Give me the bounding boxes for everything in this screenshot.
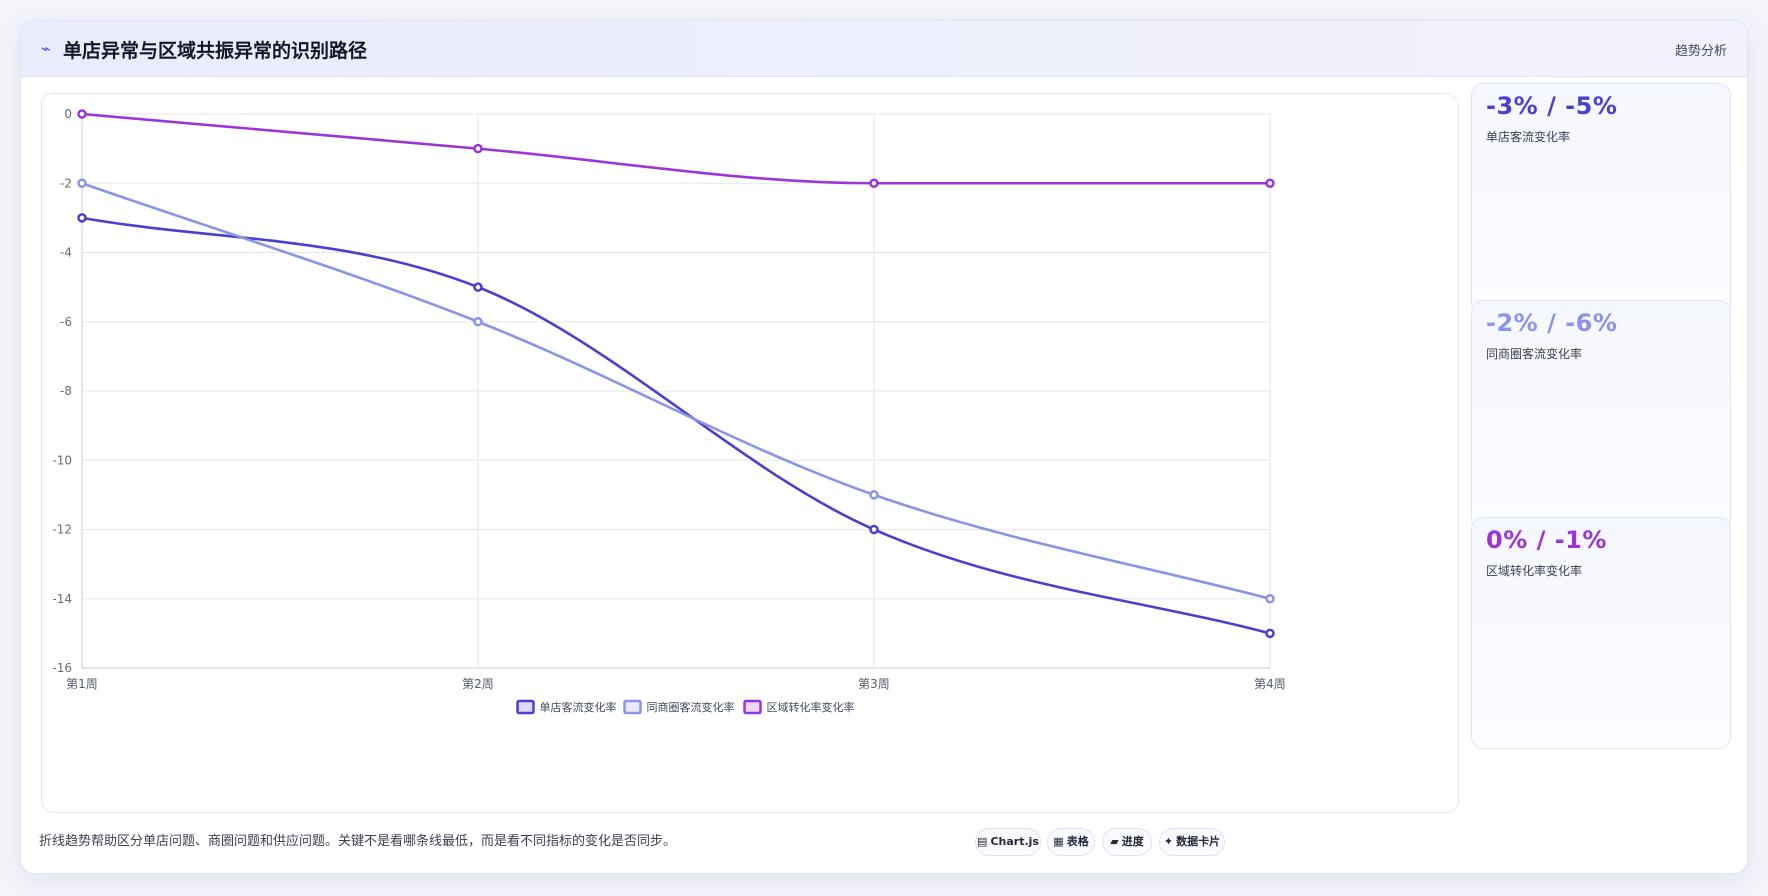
pill-table[interactable]: ▦ 表格: [1047, 828, 1095, 856]
table-icon: ▦: [1053, 835, 1064, 848]
stat-card-region-conversion: 0% / -1% 区域转化率变化率: [1471, 517, 1731, 749]
line-chart: 0 -2 -4 -6 -8 -10 -12 -14 -16 第1周 第2周 第3周 第4周单店客流变化率…: [52, 107, 1286, 715]
data-point-series-1: [1265, 628, 1275, 639]
stat-label: 同商圈客流变化率: [1486, 347, 1583, 361]
legend-label: 区域转化率变化率: [767, 700, 855, 714]
x-tick-label: 第4周: [1254, 677, 1286, 691]
data-point-series-2: [473, 317, 483, 327]
stat-value: -3% / -5%: [1486, 92, 1618, 120]
stat-value: -2% / -6%: [1486, 309, 1618, 337]
series-line-2: [80, 181, 1272, 601]
legend-label: 单店客流变化率: [540, 700, 617, 714]
pill-label: Chart.js: [990, 835, 1039, 848]
stat-value: 0% / -1%: [1486, 526, 1607, 554]
data-point-series-3: [77, 109, 87, 119]
data-point-series-2: [869, 490, 879, 500]
y-tick-label: -10: [52, 453, 72, 467]
legend-swatch: [743, 699, 762, 715]
pill-chartjs[interactable]: ▤ Chart.js: [975, 828, 1041, 856]
sparkle-icon: ✦: [1163, 835, 1174, 848]
legend-label: 同商圈客流变化率: [647, 700, 735, 714]
y-tick-label: -4: [60, 246, 72, 260]
stat-card-trade-area: -2% / -6% 同商圈客流变化率: [1471, 300, 1731, 532]
progress-icon: ▰: [1110, 835, 1119, 848]
card-header: ⌁ 单店异常与区域共振异常的识别路径 趋势分析: [21, 21, 1747, 77]
pill-label: 数据卡片: [1176, 835, 1221, 848]
stat-label: 区域转化率变化率: [1486, 564, 1583, 578]
data-point-series-1: [473, 282, 483, 292]
series-line-3: [80, 112, 1272, 185]
chart-card: ⌁ 单店异常与区域共振异常的识别路径 趋势分析 0 -2 -4 -6 -8 -10 -12 -…: [20, 20, 1748, 874]
x-tick-label: 第1周: [66, 677, 98, 691]
data-point-series-1: [869, 524, 879, 535]
data-point-series-3: [473, 143, 483, 154]
y-tick-label: 0: [64, 107, 72, 121]
chart-icon: ▤: [977, 835, 988, 848]
y-tick-label: -14: [52, 592, 72, 606]
data-point-series-2: [1265, 594, 1275, 604]
pill-label: 进度: [1121, 835, 1144, 848]
series-line-1: [80, 216, 1272, 635]
data-point-series-1: [77, 213, 87, 223]
x-tick-label: 第2周: [462, 677, 494, 691]
y-tick-label: -16: [52, 661, 72, 675]
x-tick-label: 第3周: [858, 677, 890, 691]
legend-swatch: [516, 699, 535, 715]
y-tick-label: -12: [52, 523, 72, 537]
footer-note: 折线趋势帮助区分单店问题、商圈问题和供应问题。关键不是看哪条线最低，而是看不同指…: [39, 834, 677, 849]
card-title: 单店异常与区域共振异常的识别路径: [63, 40, 368, 62]
pill-progress[interactable]: ▰ 进度: [1102, 828, 1152, 856]
stat-card-single-store: -3% / -5% 单店客流变化率: [1471, 83, 1731, 315]
data-point-series-3: [1265, 178, 1275, 188]
stat-label: 单店客流变化率: [1486, 130, 1571, 144]
y-tick-label: -8: [60, 384, 72, 398]
bolt-icon: ⌁: [41, 39, 51, 58]
trend-analysis-tag[interactable]: 趋势分析: [1674, 44, 1727, 59]
pill-data-card[interactable]: ✦ 数据卡片: [1159, 828, 1225, 856]
y-tick-label: -2: [60, 176, 72, 190]
legend-swatch: [623, 699, 642, 715]
line-chart-panel: 0 -2 -4 -6 -8 -10 -12 -14 -16 第1周 第2周 第3周 第4周单店客流变化率…: [41, 93, 1459, 813]
data-point-series-2: [77, 178, 87, 188]
data-point-series-3: [869, 178, 879, 188]
pill-label: 表格: [1066, 835, 1089, 848]
y-tick-label: -6: [60, 315, 72, 329]
